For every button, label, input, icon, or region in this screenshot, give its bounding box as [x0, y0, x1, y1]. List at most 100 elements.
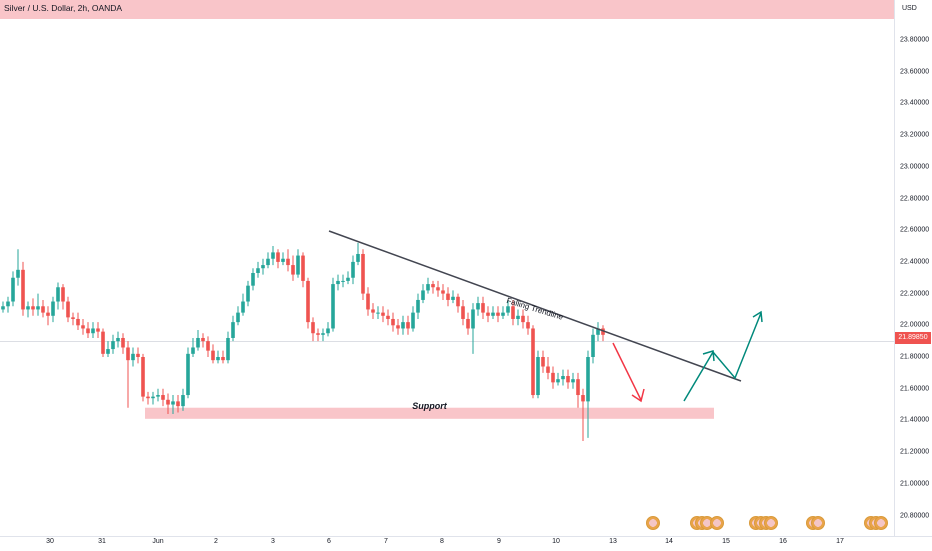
candle-body — [461, 306, 465, 319]
candle-body — [526, 322, 530, 329]
candle-body — [156, 395, 160, 397]
candle-body — [581, 395, 585, 402]
candle-body — [246, 285, 250, 302]
price-tick: 23.40000 — [900, 99, 930, 107]
candle-body — [71, 317, 75, 319]
price-tick: 22.80000 — [900, 195, 930, 202]
falling-trendline — [328, 230, 742, 382]
candle-body — [326, 328, 330, 334]
candle-body — [321, 333, 325, 335]
support-label: Support — [412, 401, 447, 411]
candle-body — [466, 318, 470, 329]
candle-body — [426, 284, 430, 291]
candle-body — [446, 293, 450, 300]
time-tick: 3 — [271, 538, 275, 545]
candle-body — [141, 357, 145, 397]
price-tick: 21.60000 — [900, 385, 930, 393]
time-tick: 6 — [327, 538, 331, 545]
time-tick: 15 — [722, 538, 730, 545]
candle-body — [511, 306, 515, 319]
price-tick: 23.00000 — [900, 163, 930, 171]
time-tick: 16 — [779, 538, 787, 545]
candle-body — [296, 255, 300, 275]
candle-body — [81, 325, 85, 329]
time-tick: 14 — [665, 538, 673, 545]
economic-event-icon[interactable] — [874, 516, 888, 530]
price-tick: 23.60000 — [900, 68, 930, 76]
candle-body — [521, 315, 525, 323]
time-tick: 30 — [46, 538, 54, 545]
candle-body — [1, 306, 5, 310]
currency-label: USD — [902, 5, 917, 12]
candle-body — [361, 253, 365, 294]
candle-body — [261, 265, 265, 269]
price-tick: 22.20000 — [900, 290, 930, 298]
candle-body — [501, 312, 505, 316]
support-zone — [145, 407, 714, 419]
candle-body — [441, 290, 445, 294]
price-tick: 21.20000 — [900, 448, 930, 456]
time-tick: 7 — [384, 538, 388, 545]
candle-body — [536, 357, 540, 396]
candle-body — [146, 396, 150, 399]
candle-body — [206, 341, 210, 351]
candle-body — [586, 357, 590, 402]
time-axis[interactable] — [0, 536, 932, 551]
time-tick: 10 — [552, 538, 560, 545]
economic-event-icon[interactable] — [710, 516, 724, 530]
candle-body — [151, 396, 155, 399]
candle-body — [241, 301, 245, 313]
candle-body — [351, 261, 355, 278]
candle-body — [436, 287, 440, 291]
candle-body — [136, 353, 140, 357]
current-price-tag: 21.89850 — [895, 332, 931, 344]
candle-body — [301, 255, 305, 281]
time-tick: 17 — [836, 538, 844, 545]
price-tick: 20.80000 — [900, 512, 930, 519]
candle-body — [386, 315, 390, 319]
candle-body — [506, 306, 510, 313]
candle-body — [306, 280, 310, 323]
price-tick: 23.20000 — [900, 131, 930, 139]
candle-body — [166, 399, 170, 405]
candle-body — [181, 395, 185, 407]
candle-body — [236, 312, 240, 323]
candle-body — [316, 333, 320, 335]
candle-body — [601, 328, 605, 335]
candle-body — [366, 293, 370, 310]
candle-body — [11, 277, 15, 302]
economic-event-icon[interactable] — [764, 516, 778, 530]
price-scale[interactable] — [894, 0, 932, 536]
candle-body — [271, 252, 275, 259]
candle-body — [391, 318, 395, 326]
candle-body — [356, 253, 360, 262]
candle-body — [456, 296, 460, 307]
symbol-title[interactable]: Silver / U.S. Dollar, 2h, OANDA — [4, 3, 123, 13]
candle-body — [56, 287, 60, 302]
economic-event-icon[interactable] — [646, 516, 660, 530]
time-tick: 9 — [497, 538, 501, 545]
projection-up-path — [683, 312, 762, 402]
candle-body — [6, 301, 10, 307]
candle-body — [96, 328, 100, 332]
time-tick: 13 — [609, 538, 617, 545]
candle-body — [61, 287, 65, 302]
candle-body — [231, 322, 235, 338]
projection-up-arrowhead-1 — [702, 350, 715, 362]
candle-body — [396, 325, 400, 329]
candle-body — [201, 337, 205, 342]
candle-body — [276, 252, 280, 262]
price-tick: 21.80000 — [900, 353, 930, 361]
candle-body — [251, 272, 255, 286]
candle-body — [211, 350, 215, 361]
economic-event-icon[interactable] — [811, 516, 825, 530]
candle-body — [46, 312, 50, 316]
candle-body — [36, 306, 40, 310]
candle-body — [216, 357, 220, 361]
candle-body — [196, 337, 200, 348]
candle-body — [406, 322, 410, 329]
candle-body — [346, 277, 350, 281]
candle-body — [411, 312, 415, 329]
candle-body — [281, 258, 285, 262]
